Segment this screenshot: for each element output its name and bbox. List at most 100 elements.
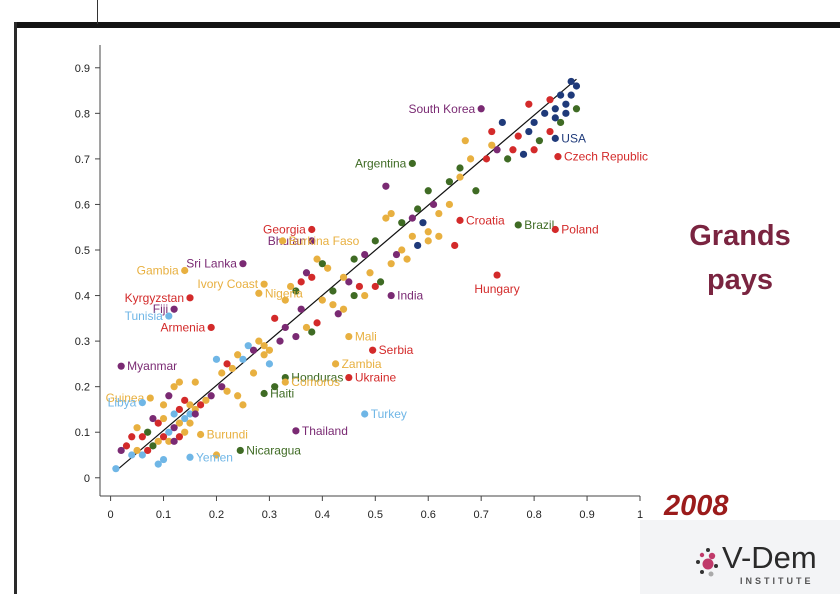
point-label: Kyrgyzstan <box>125 291 184 305</box>
data-point <box>562 109 570 117</box>
data-point <box>249 369 258 377</box>
data-point <box>281 296 289 304</box>
data-point <box>424 187 432 195</box>
data-point <box>424 228 432 236</box>
data-point <box>331 360 340 368</box>
data-point <box>175 433 184 441</box>
data-point <box>339 305 348 313</box>
data-point <box>482 155 491 163</box>
data-point <box>265 346 274 354</box>
data-point <box>260 351 268 359</box>
data-point <box>504 155 512 163</box>
data-point <box>228 364 236 373</box>
data-point <box>260 280 268 288</box>
data-point <box>361 410 369 418</box>
data-point <box>170 437 178 445</box>
data-point <box>186 294 194 302</box>
point-label: Haiti <box>270 387 294 401</box>
point-label: Turkey <box>371 407 407 421</box>
data-point <box>133 424 141 432</box>
data-point <box>429 200 438 209</box>
point-label: Yemen <box>196 450 233 464</box>
data-point <box>196 430 205 439</box>
point-label: USA <box>561 131 586 145</box>
data-point <box>435 209 443 218</box>
data-point <box>181 414 189 423</box>
point-label: South Korea <box>408 102 475 116</box>
data-point <box>509 146 517 154</box>
data-point <box>329 287 337 295</box>
data-point <box>112 465 120 473</box>
data-point <box>128 451 136 459</box>
data-point <box>297 305 305 313</box>
data-point <box>154 460 162 468</box>
y-tick-label: 0.4 <box>75 291 90 303</box>
y-tick-label: 0.1 <box>75 427 90 439</box>
data-point <box>392 250 401 259</box>
point-label: Gambia <box>137 264 179 278</box>
data-point <box>551 134 559 142</box>
data-point <box>159 414 168 423</box>
data-point <box>472 187 480 195</box>
data-point <box>128 433 136 441</box>
data-point <box>236 446 244 455</box>
point-label: Honduras <box>291 371 343 385</box>
data-point <box>334 310 342 318</box>
data-point <box>556 118 565 127</box>
data-point <box>345 332 353 341</box>
point-label: Ukraine <box>355 371 397 385</box>
data-point <box>387 260 395 268</box>
y-tick-label: 0 <box>84 473 90 485</box>
x-tick-label: 0.3 <box>262 509 277 521</box>
side-title-line-2: pays <box>706 264 774 296</box>
data-point <box>175 378 184 386</box>
data-point <box>239 260 247 268</box>
y-tick-label: 0.9 <box>75 63 90 75</box>
data-point <box>308 273 316 281</box>
point-label: Burkina Faso <box>289 234 360 248</box>
data-point <box>191 378 199 386</box>
data-point <box>244 342 252 350</box>
data-point <box>361 250 369 259</box>
y-tick-label: 0.5 <box>75 245 90 257</box>
data-point <box>562 100 570 108</box>
y-tick-label: 0.7 <box>75 154 90 166</box>
data-point <box>218 383 226 391</box>
data-point <box>308 237 316 245</box>
data-point <box>493 271 501 279</box>
data-point <box>435 232 443 240</box>
data-point <box>525 127 533 136</box>
logo-band <box>640 520 840 594</box>
point-label: Nigeria <box>265 286 303 300</box>
data-point <box>159 455 168 464</box>
data-point <box>159 401 168 409</box>
data-point <box>313 319 321 327</box>
data-point <box>302 323 311 332</box>
data-point <box>456 173 464 181</box>
data-point <box>271 383 279 391</box>
data-point <box>541 109 549 117</box>
data-point <box>117 446 125 455</box>
point-label: Tunisia <box>125 309 164 323</box>
data-point <box>117 362 125 370</box>
data-point <box>146 394 154 402</box>
data-point <box>498 118 506 127</box>
data-point <box>207 323 215 332</box>
x-tick-label: 0.1 <box>156 509 171 521</box>
point-label: Serbia <box>379 343 414 357</box>
data-point <box>355 282 364 291</box>
x-tick-label: 1 <box>637 509 643 521</box>
data-point <box>445 178 454 186</box>
data-point <box>260 389 268 398</box>
year-label: 2008 <box>664 490 729 522</box>
point-label: Comoros <box>291 375 340 389</box>
x-tick-label: 0.7 <box>474 509 489 521</box>
data-point <box>234 392 242 400</box>
data-point <box>260 342 268 350</box>
data-point <box>572 82 581 90</box>
data-point <box>165 428 173 436</box>
data-point <box>255 337 263 345</box>
data-point <box>530 118 538 127</box>
data-point <box>292 287 300 295</box>
point-label: Guinea <box>106 391 145 405</box>
